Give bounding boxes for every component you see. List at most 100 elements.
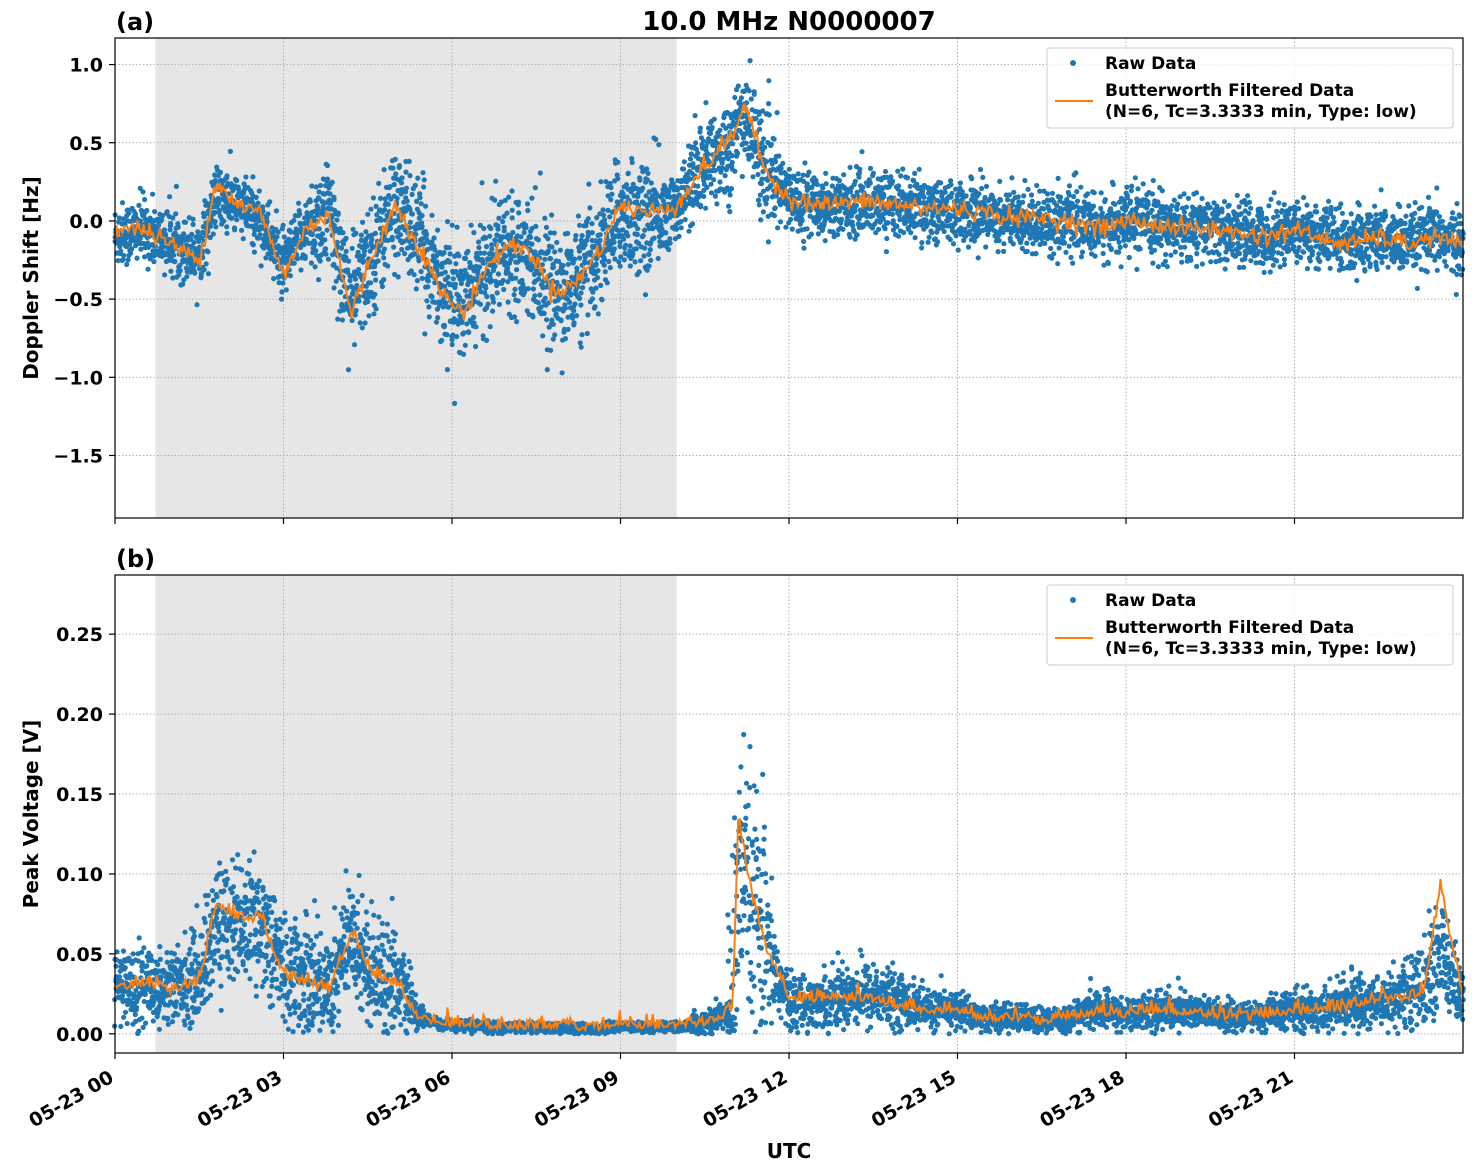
raw-data-point xyxy=(572,256,578,262)
raw-data-point xyxy=(734,150,741,156)
raw-data-point xyxy=(523,224,529,231)
raw-data-point xyxy=(762,144,768,150)
raw-data-point xyxy=(584,277,591,283)
raw-data-point xyxy=(1129,183,1135,189)
raw-data-point xyxy=(758,217,764,223)
raw-data-point xyxy=(168,220,174,227)
raw-data-point xyxy=(557,247,564,253)
raw-data-point xyxy=(941,228,947,235)
raw-data-point xyxy=(1167,207,1173,214)
raw-data-point xyxy=(198,270,204,277)
raw-data-point xyxy=(625,233,631,239)
raw-data-point xyxy=(250,242,256,248)
raw-data-point xyxy=(678,225,684,231)
raw-data-point xyxy=(617,263,623,269)
raw-data-point xyxy=(881,191,887,197)
raw-data-point xyxy=(1098,190,1104,196)
raw-data-point xyxy=(1044,191,1051,197)
raw-data-point xyxy=(730,141,736,147)
raw-data-point xyxy=(642,227,648,233)
raw-data-point xyxy=(996,238,1002,244)
raw-data-point xyxy=(170,275,176,281)
raw-data-point xyxy=(778,165,784,171)
raw-data-point xyxy=(1068,254,1074,260)
raw-data-point xyxy=(775,225,781,231)
raw-data-point xyxy=(381,255,387,261)
raw-data-point xyxy=(766,101,772,107)
raw-data-point xyxy=(1219,209,1225,215)
raw-data-point xyxy=(278,296,285,302)
raw-data-point xyxy=(1078,184,1084,190)
raw-data-point xyxy=(459,319,465,326)
raw-data-point xyxy=(804,226,810,232)
raw-data-point xyxy=(317,182,324,189)
raw-data-point xyxy=(343,248,349,254)
raw-data-point xyxy=(391,244,397,250)
raw-data-point xyxy=(568,248,574,254)
raw-data-point xyxy=(1174,240,1180,246)
raw-data-point xyxy=(435,227,441,233)
raw-data-point xyxy=(382,207,388,213)
raw-data-point xyxy=(1216,251,1222,257)
raw-data-point xyxy=(207,234,213,241)
raw-data-point xyxy=(217,169,224,175)
raw-data-point xyxy=(1118,264,1124,270)
raw-data-point xyxy=(373,306,379,312)
raw-data-point xyxy=(365,211,371,217)
raw-data-point xyxy=(823,170,829,176)
raw-data-point xyxy=(429,294,435,300)
raw-data-point xyxy=(415,175,421,181)
raw-data-point xyxy=(235,184,241,190)
raw-data-point xyxy=(795,171,801,177)
raw-data-point xyxy=(375,258,381,264)
raw-data-point xyxy=(615,176,621,182)
raw-data-point xyxy=(378,217,384,223)
raw-data-point xyxy=(1090,203,1097,209)
night-shaded-region xyxy=(155,38,677,518)
raw-data-point xyxy=(118,248,124,254)
raw-data-point xyxy=(312,240,318,246)
raw-data-point xyxy=(728,186,735,192)
raw-data-point xyxy=(925,239,931,245)
raw-data-point xyxy=(132,211,138,217)
raw-data-point xyxy=(504,210,510,216)
raw-data-point xyxy=(913,211,919,217)
raw-data-point xyxy=(549,244,555,250)
raw-data-point xyxy=(997,197,1004,203)
raw-data-point xyxy=(597,237,603,243)
raw-data-point xyxy=(274,234,280,240)
raw-data-point xyxy=(801,238,807,244)
raw-data-point xyxy=(1066,243,1072,249)
raw-data-point xyxy=(121,252,127,258)
raw-data-point xyxy=(168,268,174,274)
raw-data-point xyxy=(1171,197,1177,203)
raw-data-point xyxy=(1145,199,1151,205)
raw-data-point xyxy=(335,210,341,216)
raw-data-point xyxy=(419,275,425,281)
raw-data-point xyxy=(379,283,385,290)
raw-data-point xyxy=(1115,234,1121,240)
raw-data-point xyxy=(1073,170,1079,176)
raw-data-point xyxy=(505,299,511,305)
raw-data-point xyxy=(608,197,614,203)
raw-data-point xyxy=(1066,192,1072,198)
raw-data-point xyxy=(711,177,717,183)
raw-data-point xyxy=(890,178,896,184)
raw-data-point xyxy=(602,269,608,275)
raw-data-point xyxy=(609,191,615,197)
raw-data-point xyxy=(506,194,512,200)
raw-data-point xyxy=(1234,192,1240,198)
raw-data-point xyxy=(492,237,498,243)
raw-data-point xyxy=(484,337,490,343)
raw-data-point xyxy=(1079,249,1086,255)
raw-data-point xyxy=(901,229,907,236)
raw-data-point xyxy=(509,207,515,213)
raw-data-point xyxy=(1005,197,1011,203)
raw-data-point xyxy=(249,199,255,205)
raw-data-point xyxy=(271,276,277,282)
raw-data-point xyxy=(291,217,297,224)
raw-data-point xyxy=(1128,198,1134,204)
raw-data-point xyxy=(1248,258,1254,264)
raw-data-point xyxy=(124,261,130,268)
raw-data-point xyxy=(1256,227,1262,233)
